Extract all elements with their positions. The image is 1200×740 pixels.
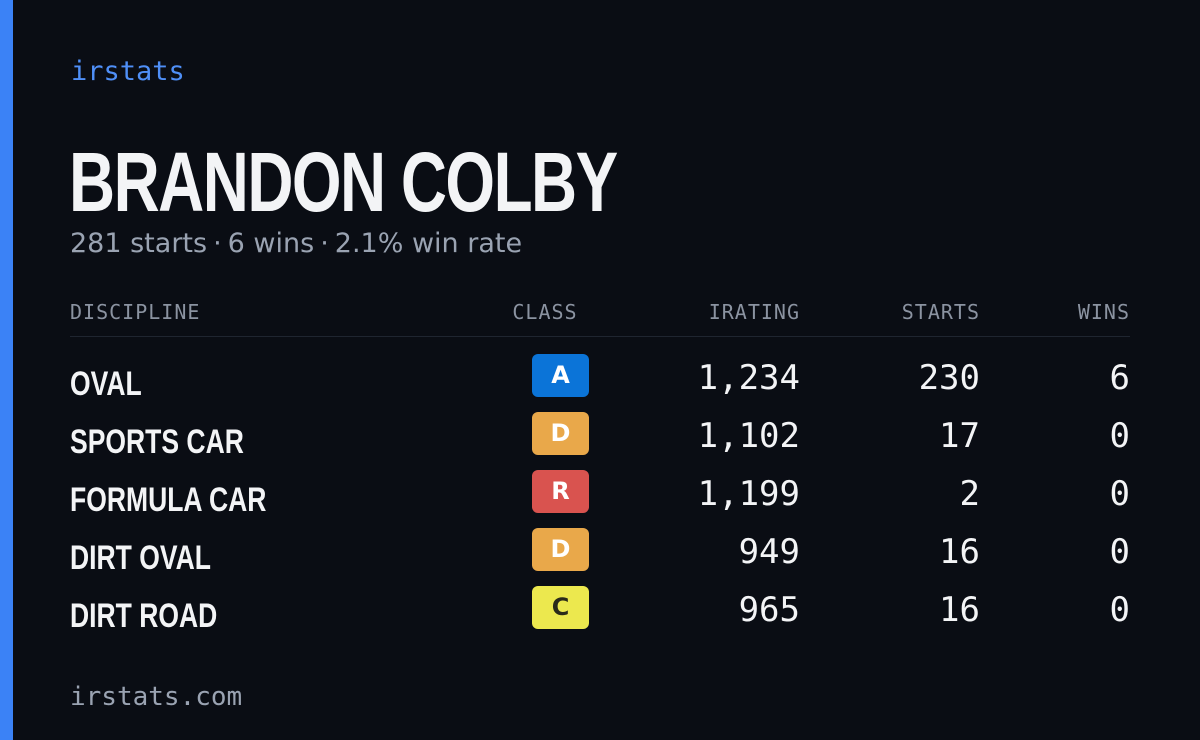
wins-value: 0: [1109, 474, 1130, 514]
table-row: DIRT OVAL D 949 16 0: [70, 524, 1130, 582]
table-row: DIRT ROAD C 965 16 0: [70, 582, 1130, 640]
starts-value: 2: [959, 474, 980, 514]
win-rate-summary: 2.1% win rate: [334, 228, 523, 259]
class-badge: D: [532, 528, 589, 571]
discipline-name: DIRT OVAL: [70, 539, 211, 577]
summary-separator: ·: [320, 228, 329, 259]
starts-summary: 281 starts: [70, 228, 208, 259]
header-discipline: DISCIPLINE: [70, 300, 201, 324]
table-row: SPORTS CAR D 1,102 17 0: [70, 408, 1130, 466]
wins-value: 6: [1109, 358, 1130, 398]
class-badge: A: [532, 354, 589, 397]
wins-value: 0: [1109, 416, 1130, 456]
class-badge: C: [532, 586, 589, 629]
wins-value: 0: [1109, 590, 1130, 630]
header-starts: STARTS: [901, 300, 980, 324]
player-summary: 281 starts · 6 wins · 2.1% win rate: [70, 228, 522, 259]
irating-value: 949: [738, 532, 800, 572]
irating-value: 965: [738, 590, 800, 630]
class-badge: D: [532, 412, 589, 455]
wins-summary: 6 wins: [227, 228, 315, 259]
footer-url[interactable]: irstats.com: [70, 682, 243, 712]
header-class: CLASS: [512, 300, 578, 324]
discipline-name: FORMULA CAR: [70, 481, 267, 519]
discipline-name: DIRT ROAD: [70, 597, 218, 635]
table-header: DISCIPLINE CLASS IRATING STARTS WINS: [70, 300, 1130, 337]
header-wins: WINS: [1077, 300, 1130, 324]
wins-value: 0: [1109, 532, 1130, 572]
starts-value: 230: [918, 358, 980, 398]
accent-bar: [0, 0, 13, 740]
header-irating: IRATING: [708, 300, 800, 324]
starts-value: 16: [939, 532, 980, 572]
table-row: FORMULA CAR R 1,199 2 0: [70, 466, 1130, 524]
starts-value: 17: [939, 416, 980, 456]
starts-value: 16: [939, 590, 980, 630]
table-row: OVAL A 1,234 230 6: [70, 350, 1130, 408]
irating-value: 1,102: [697, 416, 800, 456]
summary-separator: ·: [213, 228, 222, 259]
discipline-name: OVAL: [70, 365, 142, 403]
irating-value: 1,234: [697, 358, 800, 398]
brand-logo-text[interactable]: irstats: [71, 56, 185, 87]
discipline-name: SPORTS CAR: [70, 423, 244, 461]
class-badge: R: [532, 470, 589, 513]
discipline-table: OVAL A 1,234 230 6 SPORTS CAR D 1,102 17…: [70, 350, 1130, 640]
irating-value: 1,199: [697, 474, 800, 514]
player-name: BRANDON COLBY: [69, 135, 618, 229]
